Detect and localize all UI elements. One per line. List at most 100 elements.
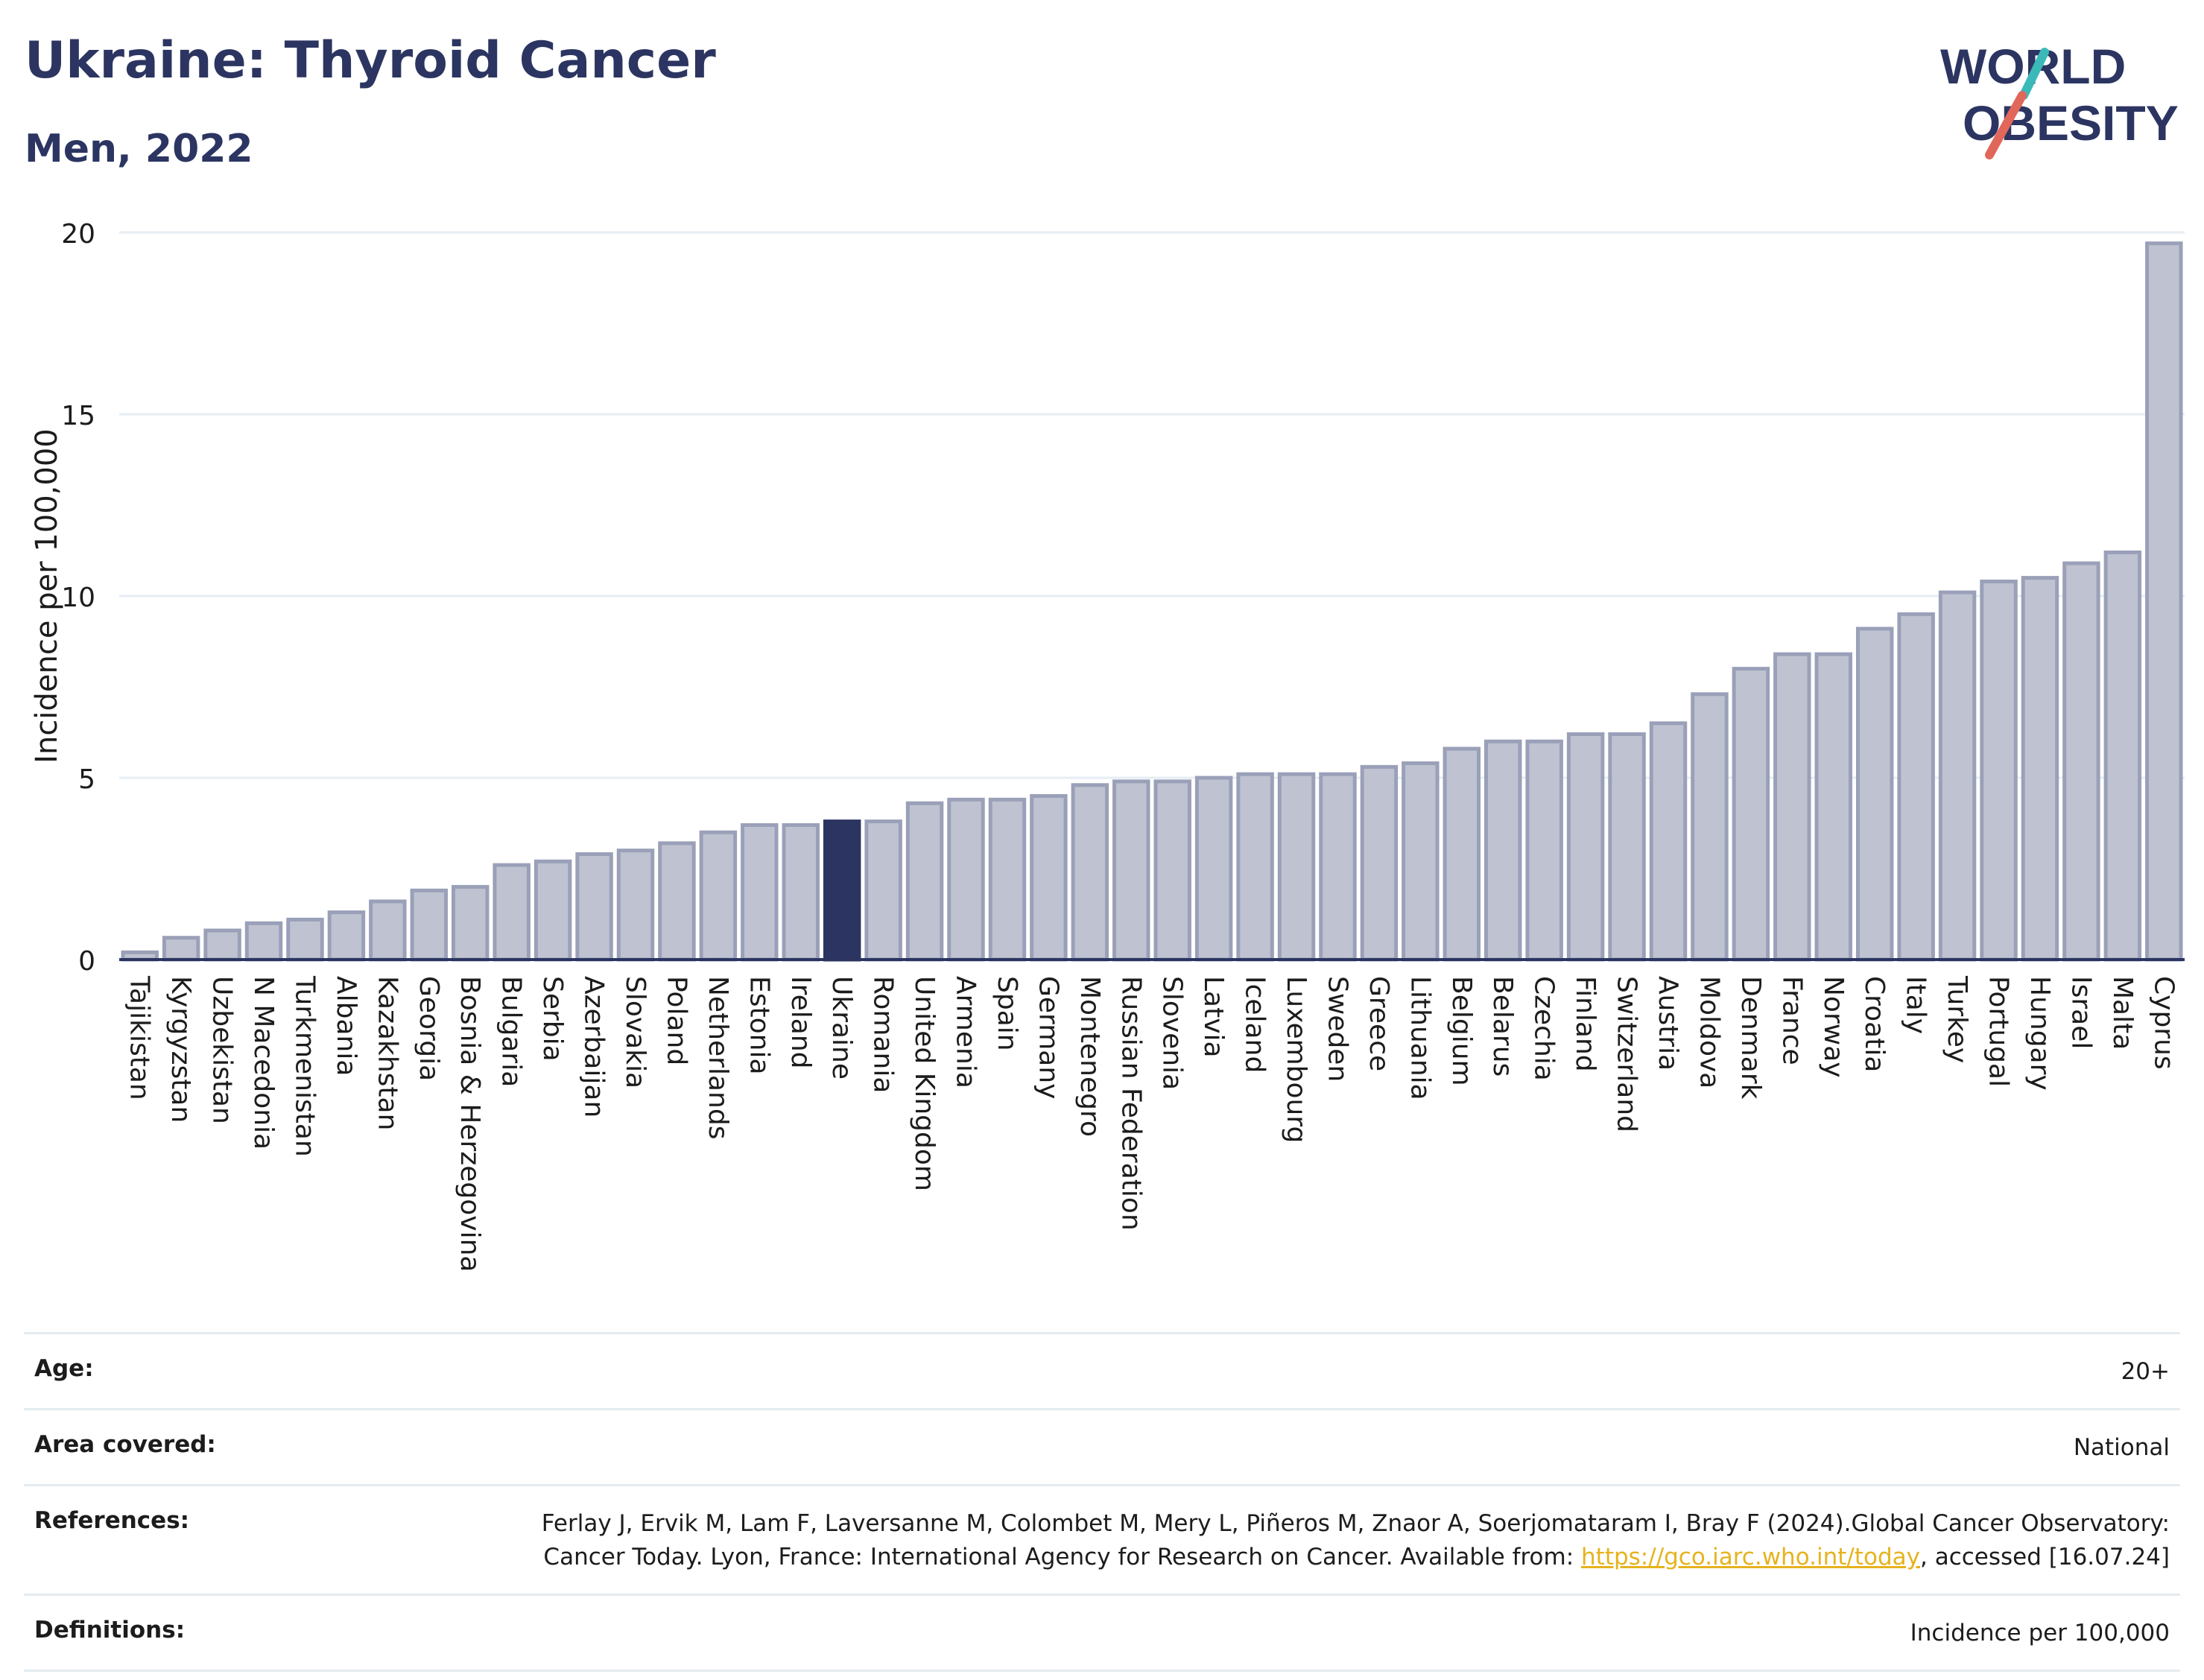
bar — [1732, 667, 1770, 962]
bar — [864, 820, 902, 962]
bar — [1980, 579, 2018, 962]
x-tick-label: Germany — [1033, 976, 1063, 1099]
x-tick-label: France — [1776, 976, 1807, 1065]
bar — [1402, 761, 1440, 962]
x-tick-label: Estonia — [744, 976, 774, 1075]
x-tick-label: Croatia — [1859, 976, 1890, 1072]
y-tick-label: 20 — [61, 219, 95, 250]
world-obesity-logo: WORLD OBESITY — [1940, 39, 2179, 159]
area-label: Area covered: — [34, 1430, 216, 1458]
x-tick-label: Slovenia — [1157, 976, 1188, 1090]
bar — [203, 928, 241, 962]
x-tick-label: Serbia — [537, 976, 568, 1062]
logo-slash-red — [1985, 91, 2027, 159]
bar — [1691, 692, 1729, 962]
x-tick-label: Switzerland — [1612, 976, 1642, 1132]
bar — [823, 820, 861, 962]
bar — [327, 910, 366, 962]
x-tick-label: Italy — [1901, 976, 1931, 1034]
x-tick-label: Spain — [992, 976, 1022, 1051]
area-value: National — [2073, 1433, 2170, 1461]
x-tick-label: Albania — [331, 976, 361, 1076]
x-tick-label: Norway — [1818, 976, 1849, 1078]
x-tick-label: Turkmenistan — [289, 975, 320, 1157]
bar — [1938, 590, 1977, 962]
bar — [741, 822, 779, 962]
references-link[interactable]: https://gco.iarc.who.int/today — [1581, 1543, 1920, 1570]
bar — [2021, 576, 2059, 962]
bar — [699, 830, 738, 962]
bar — [905, 801, 944, 962]
bar — [2062, 561, 2100, 962]
bar — [1566, 732, 1605, 962]
definitions-label: Definitions: — [34, 1616, 186, 1643]
x-tick-label: Kazakhstan — [372, 976, 402, 1130]
x-tick-label: Cyprus — [2148, 976, 2179, 1070]
logo-slash-teal — [2019, 48, 2049, 100]
bar — [1112, 779, 1150, 962]
info-row-references: References: Ferlay J, Ervik M, Lam F, La… — [24, 1483, 2180, 1594]
x-tick-label: Czechia — [1529, 976, 1559, 1081]
bar — [658, 841, 696, 962]
x-tick-label: Sweden — [1322, 976, 1352, 1082]
x-tick-label: Russian Federation — [1115, 976, 1146, 1231]
bar — [1608, 732, 1646, 962]
bar — [410, 888, 449, 962]
x-tick-label: Latvia — [1198, 976, 1229, 1058]
references-text-2: , accessed [16.07.24] — [1919, 1543, 2170, 1570]
bar — [1360, 764, 1399, 962]
bar — [988, 797, 1027, 962]
info-row-definitions: Definitions: Incidence per 100,000 — [24, 1593, 2180, 1672]
bar — [1443, 747, 1481, 962]
bar — [369, 899, 407, 962]
bar — [1236, 772, 1274, 962]
bar — [533, 859, 572, 962]
x-tick-label: Armenia — [951, 976, 981, 1088]
x-tick-label: Iceland — [1240, 976, 1270, 1073]
bar — [1030, 793, 1068, 962]
bar — [2145, 241, 2183, 962]
x-tick-label: Portugal — [1983, 976, 2014, 1087]
info-row-area: Area covered: National — [24, 1407, 2180, 1484]
bar — [947, 797, 985, 962]
x-tick-label: Uzbekistan — [207, 976, 238, 1124]
x-tick-label: Ukraine — [826, 976, 857, 1080]
x-tick-label: Austria — [1653, 976, 1683, 1071]
x-tick-label: Malta — [2107, 976, 2138, 1050]
bar — [575, 852, 613, 962]
x-tick-label: Luxembourg — [1281, 976, 1311, 1143]
age-label: Age: — [34, 1355, 94, 1382]
bar — [1773, 652, 1811, 962]
x-tick-label: N Macedonia — [248, 976, 279, 1150]
x-tick-label: Romania — [868, 976, 899, 1093]
x-tick-label: Azerbaijan — [579, 976, 609, 1118]
x-tick-label: Greece — [1364, 976, 1394, 1071]
bar — [2103, 550, 2142, 962]
x-tick-label: Georgia — [414, 976, 444, 1081]
bar — [1319, 772, 1357, 962]
x-tick-label: Bulgaria — [496, 976, 527, 1087]
x-tick-label: Belgium — [1446, 976, 1477, 1086]
x-tick-label: Israel — [2065, 976, 2096, 1049]
y-axis-label: Incidence per 100,000 — [30, 428, 64, 764]
references-text-1: Ferlay J, Ervik M, Lam F, Laversanne M, … — [541, 1509, 2170, 1570]
bar — [1814, 652, 1852, 962]
bar — [1277, 772, 1316, 962]
bar — [286, 917, 324, 962]
bar — [1897, 612, 1935, 962]
x-tick-label: Lithuania — [1405, 976, 1435, 1100]
x-tick-label: Hungary — [2024, 976, 2055, 1091]
age-value: 20+ — [2121, 1358, 2170, 1385]
x-tick-label: Finland — [1570, 976, 1600, 1072]
x-tick-label: Turkey — [1942, 975, 1972, 1063]
bar — [493, 863, 531, 962]
bar — [1194, 776, 1233, 962]
x-tick-label: Belarus — [1487, 976, 1518, 1077]
y-tick-label: 5 — [78, 764, 95, 795]
info-row-age: Age: 20+ — [24, 1332, 2180, 1408]
bar — [244, 921, 283, 962]
bar — [1484, 739, 1522, 962]
x-tick-label: Slovakia — [620, 976, 650, 1088]
bar — [616, 849, 655, 962]
y-tick-label: 15 — [61, 401, 95, 431]
